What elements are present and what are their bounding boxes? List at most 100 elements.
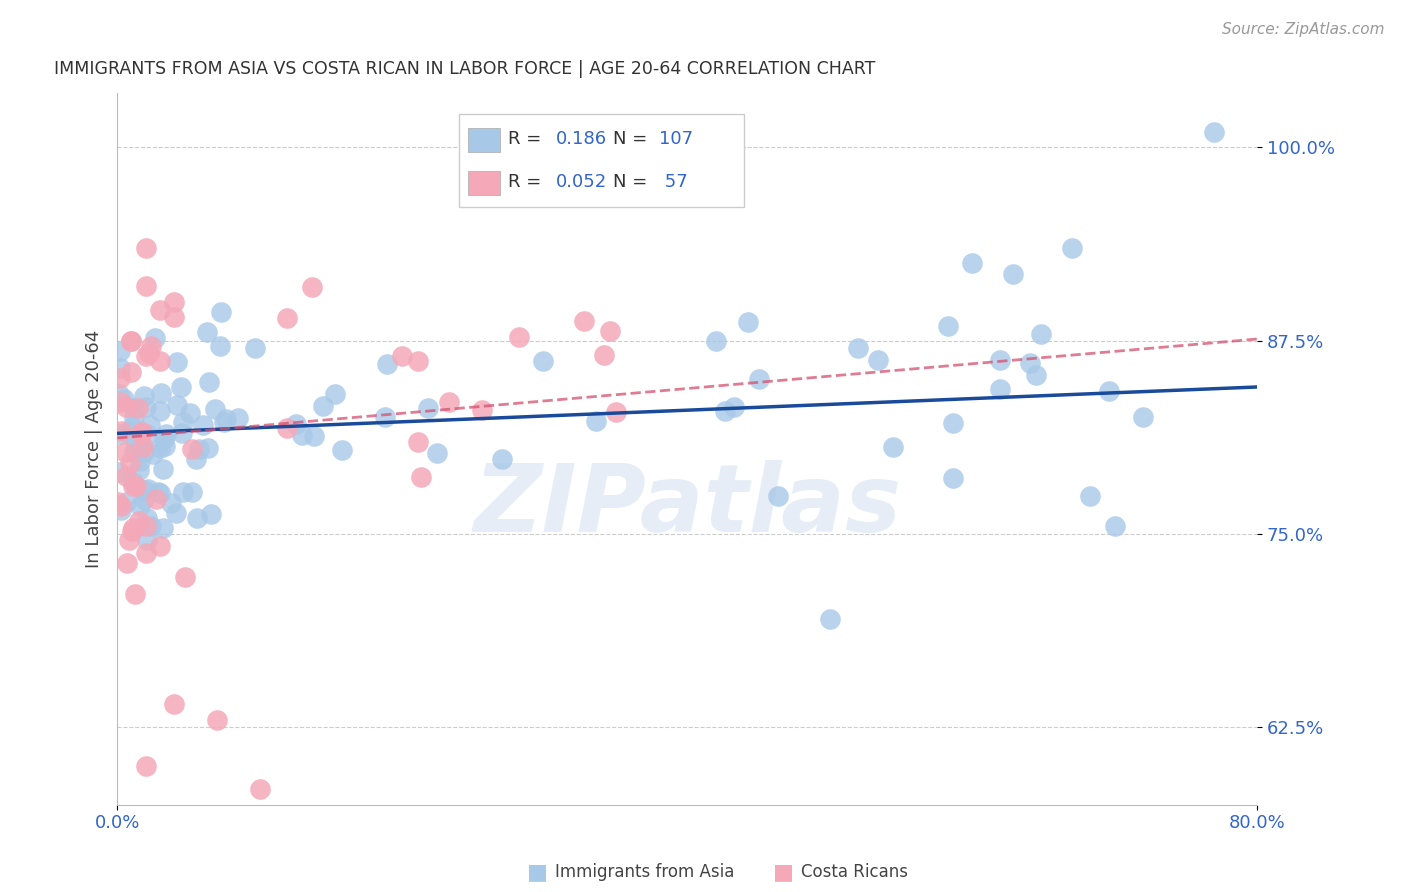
Point [605,405,627,419]
Text: N =: N = [613,130,652,148]
Point [193,418,215,433]
Point [209,305,232,319]
Point [128,462,150,476]
Text: IMMIGRANTS FROM ASIA VS COSTA RICAN IN LABOR FORCE | AGE 20-64 CORRELATION CHART: IMMIGRANTS FROM ASIA VS COSTA RICAN IN L… [55,60,876,78]
Point [134,483,156,498]
Point [155,426,177,441]
Point [1204,125,1226,139]
Point [572,314,595,328]
Point [406,435,429,450]
Point [302,429,325,443]
Point [184,451,207,466]
Y-axis label: In Labor Force | Age 20-64: In Labor Force | Age 20-64 [86,330,103,568]
Point [205,713,228,727]
Point [942,471,965,485]
FancyBboxPatch shape [468,128,501,153]
Point [122,478,145,492]
Point [312,399,335,413]
Point [135,241,157,255]
Point [599,324,621,338]
Point [416,401,439,416]
Point [115,401,138,415]
Point [180,442,202,456]
Point [120,334,142,348]
Point [152,432,174,446]
Point [127,401,149,415]
Text: ■: ■ [773,863,794,882]
Point [180,485,202,500]
Point [868,353,890,368]
Point [135,400,157,414]
Point [110,424,132,438]
Text: R =: R = [508,130,547,148]
Point [409,470,432,484]
Point [391,349,413,363]
Point [136,426,159,441]
Point [110,395,132,409]
Point [988,352,1011,367]
Point [882,441,904,455]
Point [125,437,148,451]
Point [332,443,354,458]
Point [212,415,235,429]
Point [128,499,150,513]
Text: R =: R = [508,173,547,191]
Point [129,425,152,440]
Point [120,334,142,348]
Point [249,782,271,797]
Point [748,372,770,386]
Text: 0.186: 0.186 [555,130,607,148]
Point [107,495,129,509]
Point [115,469,138,483]
Point [128,443,150,458]
Point [149,404,172,418]
Point [120,365,142,379]
Text: Costa Ricans: Costa Ricans [801,863,908,881]
Point [1029,327,1052,342]
Point [195,325,218,339]
Point [110,502,132,516]
Point [134,491,156,506]
Point [135,349,157,363]
Point [122,445,145,459]
Point [118,456,141,470]
Point [108,343,131,358]
Point [186,511,208,525]
Point [121,521,143,535]
Point [122,401,145,415]
Point [1097,384,1119,398]
Point [166,398,188,412]
Point [960,256,983,270]
Point [163,697,186,711]
Point [204,401,226,416]
Point [163,294,186,309]
FancyBboxPatch shape [460,114,744,207]
Point [115,556,138,570]
Point [215,412,238,426]
Point [110,500,132,514]
Point [112,392,135,406]
Point [172,416,194,430]
Point [1060,241,1083,255]
Point [135,759,157,773]
Point [131,425,153,439]
Point [163,310,186,325]
Text: ZIPatlas: ZIPatlas [472,459,901,552]
Point [139,519,162,533]
Point [375,357,398,371]
Point [128,514,150,528]
Point [276,310,298,325]
Point [471,402,494,417]
Point [108,387,131,401]
Point [152,462,174,476]
Point [291,428,314,442]
Point [135,519,157,533]
Point [132,445,155,459]
Point [108,466,131,480]
Point [406,353,429,368]
Text: Immigrants from Asia: Immigrants from Asia [555,863,735,881]
Point [276,421,298,435]
Point [122,475,145,490]
Point [142,447,165,461]
Point [149,485,172,500]
